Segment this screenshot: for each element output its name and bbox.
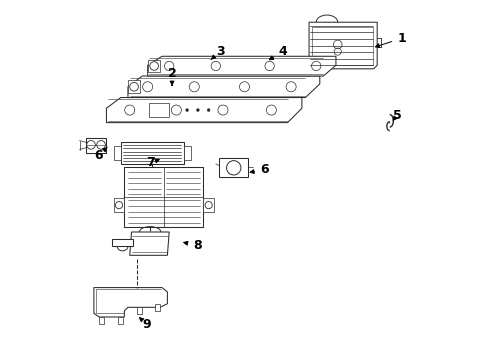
- Text: 6: 6: [249, 163, 268, 176]
- Text: 5: 5: [392, 109, 401, 122]
- Text: 4: 4: [269, 45, 287, 60]
- Circle shape: [207, 109, 210, 112]
- Polygon shape: [128, 80, 140, 93]
- Polygon shape: [147, 60, 160, 72]
- Polygon shape: [86, 138, 106, 153]
- Polygon shape: [118, 317, 122, 324]
- Polygon shape: [106, 98, 301, 123]
- Text: 8: 8: [183, 239, 201, 252]
- Polygon shape: [121, 142, 183, 164]
- Circle shape: [196, 109, 199, 112]
- Polygon shape: [203, 198, 214, 212]
- Text: 9: 9: [139, 318, 151, 331]
- Polygon shape: [149, 103, 169, 117]
- Polygon shape: [99, 317, 104, 324]
- Polygon shape: [219, 158, 247, 177]
- Polygon shape: [311, 27, 372, 65]
- Text: 7: 7: [146, 156, 159, 169]
- Polygon shape: [112, 239, 133, 246]
- Polygon shape: [94, 288, 167, 317]
- Text: 3: 3: [210, 45, 224, 60]
- Polygon shape: [129, 232, 169, 255]
- Polygon shape: [137, 307, 142, 315]
- Polygon shape: [183, 146, 190, 160]
- Text: 2: 2: [167, 67, 176, 85]
- Polygon shape: [128, 76, 319, 98]
- Text: 1: 1: [375, 32, 405, 48]
- Polygon shape: [113, 198, 124, 212]
- Circle shape: [185, 109, 188, 112]
- Polygon shape: [155, 304, 160, 311]
- Text: 6: 6: [94, 147, 107, 162]
- Polygon shape: [305, 22, 376, 69]
- Polygon shape: [147, 56, 335, 76]
- Polygon shape: [113, 146, 121, 160]
- Polygon shape: [124, 167, 203, 226]
